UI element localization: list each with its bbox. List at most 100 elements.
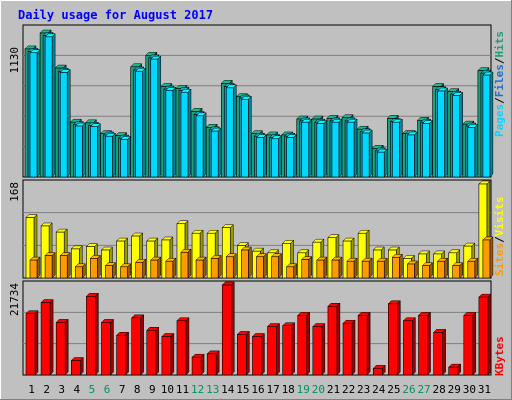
day-tick-label: 6 xyxy=(104,383,111,396)
day-tick-label: 19 xyxy=(297,383,310,396)
sites-bar-face xyxy=(59,255,68,279)
pages-bar-face xyxy=(301,121,310,178)
sites-bar-side xyxy=(172,257,177,279)
sites-bar-face xyxy=(452,265,461,279)
kbytes-bar-face xyxy=(478,296,489,376)
kbytes-bar-side xyxy=(34,310,39,376)
pages-bar xyxy=(361,129,373,178)
day-tick-label: 31 xyxy=(478,383,491,396)
pages-bar-side xyxy=(97,123,101,178)
day-tick-label: 11 xyxy=(176,383,189,396)
pages-bar-face xyxy=(422,123,430,178)
middle-ymax-label: 168 xyxy=(8,182,21,202)
pages-bar-side xyxy=(51,33,56,178)
pages-bar-side xyxy=(353,118,358,178)
top-legend-entry: Pages xyxy=(493,104,506,137)
kbytes-bar-face xyxy=(101,322,111,376)
kbytes-bar-side xyxy=(110,318,114,376)
day-tick-label: 7 xyxy=(119,383,126,396)
kbytes-bar xyxy=(191,353,205,376)
bottom-ymax-label: 21734 xyxy=(8,283,21,316)
kbytes-bar xyxy=(176,317,190,376)
kbytes-bar xyxy=(372,364,386,376)
sites-bar-face xyxy=(44,255,53,279)
kbytes-bar-face xyxy=(206,353,217,376)
kbytes-bar-face xyxy=(448,366,459,376)
pages-bar-face xyxy=(407,134,415,178)
day-tick-label: 13 xyxy=(206,383,219,396)
sites-bar-face xyxy=(29,259,38,279)
pages-bar xyxy=(165,86,177,178)
sites-bar-face xyxy=(180,251,189,279)
sites-bar-face xyxy=(437,260,445,279)
sites-bar-face xyxy=(90,258,98,279)
kbytes-bar-face xyxy=(161,336,172,376)
kbytes-bar-face xyxy=(55,322,66,376)
chart-title: Daily usage for August 2017 xyxy=(18,8,213,22)
sites-bar xyxy=(225,253,237,279)
kbytes-bar-face xyxy=(237,334,247,376)
kbytes-bar xyxy=(146,326,160,376)
sites-bar-face xyxy=(210,258,219,279)
kbytes-bar xyxy=(282,322,296,376)
sites-bar-face xyxy=(482,239,491,279)
sites-bar xyxy=(165,257,177,279)
pages-bar-side xyxy=(414,131,418,178)
kbytes-bar-face xyxy=(418,315,428,376)
sites-bar xyxy=(346,257,358,279)
sites-bar-face xyxy=(346,260,355,279)
pages-bar xyxy=(346,118,358,178)
pages-bar-side xyxy=(459,91,463,178)
kbytes-bar xyxy=(387,300,401,376)
sites-bar xyxy=(316,256,328,279)
pages-bar-face xyxy=(467,127,476,178)
pages-bar-side xyxy=(36,49,41,178)
pages-bar-face xyxy=(392,121,400,178)
kbytes-bar-face xyxy=(131,317,141,376)
kbytes-bar-side xyxy=(366,311,371,376)
kbytes-bar-side xyxy=(49,298,54,376)
pages-bar-face xyxy=(241,98,249,178)
sites-bar xyxy=(406,260,419,279)
pages-bar-face xyxy=(452,95,461,178)
sites-bar xyxy=(150,256,162,279)
sites-bar xyxy=(59,252,71,279)
kbytes-bar-face xyxy=(372,368,383,376)
day-tick-label: 23 xyxy=(357,383,370,396)
kbytes-bar xyxy=(221,281,235,376)
kbytes-bar-side xyxy=(125,331,129,376)
pages-bar xyxy=(225,84,237,178)
kbytes-bar-side xyxy=(412,317,416,376)
middle-legend-entry: Visits xyxy=(493,197,506,237)
kbytes-bar-side xyxy=(397,300,401,376)
sites-bar xyxy=(135,258,147,279)
kbytes-bar xyxy=(448,363,462,376)
sites-bar-face xyxy=(407,263,415,279)
kbytes-bar-side xyxy=(215,350,220,376)
kbytes-bar xyxy=(236,330,250,376)
sites-bar xyxy=(482,236,494,279)
kbytes-bar xyxy=(266,322,281,376)
kbytes-bar xyxy=(25,310,39,376)
kbytes-bar-side xyxy=(291,322,295,376)
pages-bar-face xyxy=(376,151,385,178)
kbytes-bar-face xyxy=(327,305,338,376)
sites-bar-face xyxy=(135,262,143,279)
pages-bar-face xyxy=(316,123,325,178)
sites-bar-face xyxy=(286,266,294,279)
sites-bar-side xyxy=(157,256,162,279)
pages-bar-side xyxy=(187,88,192,178)
pages-bar-side xyxy=(383,148,388,178)
sites-bar xyxy=(421,262,434,279)
kbytes-bar-side xyxy=(351,319,356,376)
pages-bar xyxy=(119,135,132,178)
pages-bar-side xyxy=(338,118,343,178)
pages-bar-face xyxy=(74,125,83,178)
pages-bar-face xyxy=(225,87,234,178)
kbytes-bar xyxy=(312,322,326,376)
sites-bar-side xyxy=(308,255,312,279)
kbytes-bar-side xyxy=(261,332,265,376)
sites-bar-side xyxy=(51,252,56,279)
kbytes-bar-side xyxy=(427,311,431,376)
